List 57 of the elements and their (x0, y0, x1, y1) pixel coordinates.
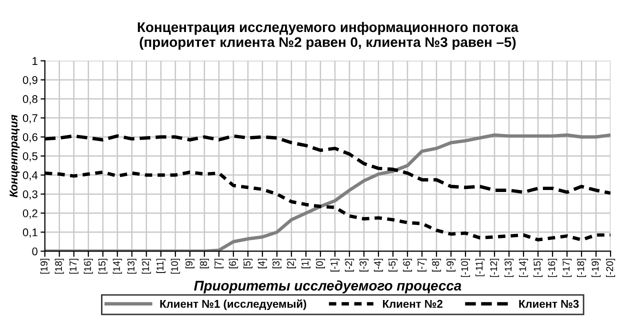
x-tick-label: [2] (286, 258, 296, 268)
x-tick-label: [4] (258, 258, 267, 268)
x-tick-label: [18] (54, 258, 64, 274)
x-tick-label: [12] (142, 258, 151, 274)
x-tick-label: [11] (156, 258, 166, 273)
x-tick-label: [7] (214, 258, 224, 268)
y-tick-label: 0,2 (22, 209, 38, 219)
x-tick-label: [-2] (344, 258, 354, 272)
y-tick-label: 0,7 (22, 114, 38, 124)
x-axis-title: Приоритеты исследуемого процесса (194, 280, 462, 294)
x-tick-label: [19] (40, 258, 50, 274)
x-tick-label: [-19] (592, 258, 601, 277)
x-tick-label: [-12] (490, 258, 500, 277)
x-tick-label: [-15] (533, 258, 543, 277)
x-tick-label: [8] (200, 258, 209, 268)
y-tick-label: 0,8 (22, 95, 38, 104)
legend-label: Клиент №3 (519, 300, 579, 308)
y-tick-label: 0,4 (22, 171, 38, 180)
x-tick-label: [5] (243, 258, 252, 268)
x-tick-label: [-4] (374, 258, 383, 272)
x-tick-label: [17] (69, 258, 78, 274)
chart-title: Концентрация исследуемого информационного потока (приоритет клиента №2 равен 0, клиента №3 равен –5) (138, 22, 519, 50)
x-tick-label: [-17] (562, 258, 572, 277)
x-tick-label: [13] (127, 258, 136, 274)
legend-label: Клиент №1 (исследуемый) (160, 299, 306, 310)
x-tick-label: [14] (112, 258, 122, 274)
x-tick-label: [-5] (388, 258, 398, 272)
x-tick-label: [-3] (359, 258, 368, 272)
x-tick-label: [-13] (504, 258, 514, 277)
x-tick-label: [-1] (330, 258, 340, 272)
x-tick-label: [-18] (577, 258, 586, 277)
x-tick-label: [6] (228, 258, 238, 268)
x-tick-label: [-6] (402, 258, 412, 272)
x-tick-label: [-8] (432, 258, 442, 272)
y-tick-label: 0,6 (22, 133, 38, 142)
y-tick-label: 0,1 (22, 228, 38, 238)
x-tick-label: [-9] (446, 258, 456, 272)
y-tick-label: 0,3 (22, 190, 38, 200)
y-tick-label: 1 (32, 57, 38, 65)
x-tick-label: [-11] (475, 258, 485, 276)
y-axis-title: Концентрация (10, 114, 20, 198)
y-tick-label: 0 (32, 247, 38, 256)
x-tick-label: [9] (185, 258, 194, 268)
x-tick-label: [3] (272, 258, 282, 268)
x-tick-label: [-14] (518, 258, 528, 277)
x-tick-label: [16] (84, 258, 93, 274)
x-tick-label: [1] (301, 258, 310, 268)
y-tick-label: 0,5 (22, 152, 38, 162)
y-tick-label: 0,9 (22, 76, 38, 86)
x-tick-label: [-7] (417, 258, 427, 272)
x-tick-label: [-10] (460, 258, 470, 277)
x-tick-label: [10] (170, 258, 180, 274)
legend-label: Клиент №2 (383, 300, 442, 308)
x-tick-label: [0] (316, 258, 325, 268)
x-tick-label: [-16] (548, 258, 558, 277)
x-tick-label: [-20] (606, 258, 616, 277)
x-tick-label: [15] (98, 258, 108, 274)
